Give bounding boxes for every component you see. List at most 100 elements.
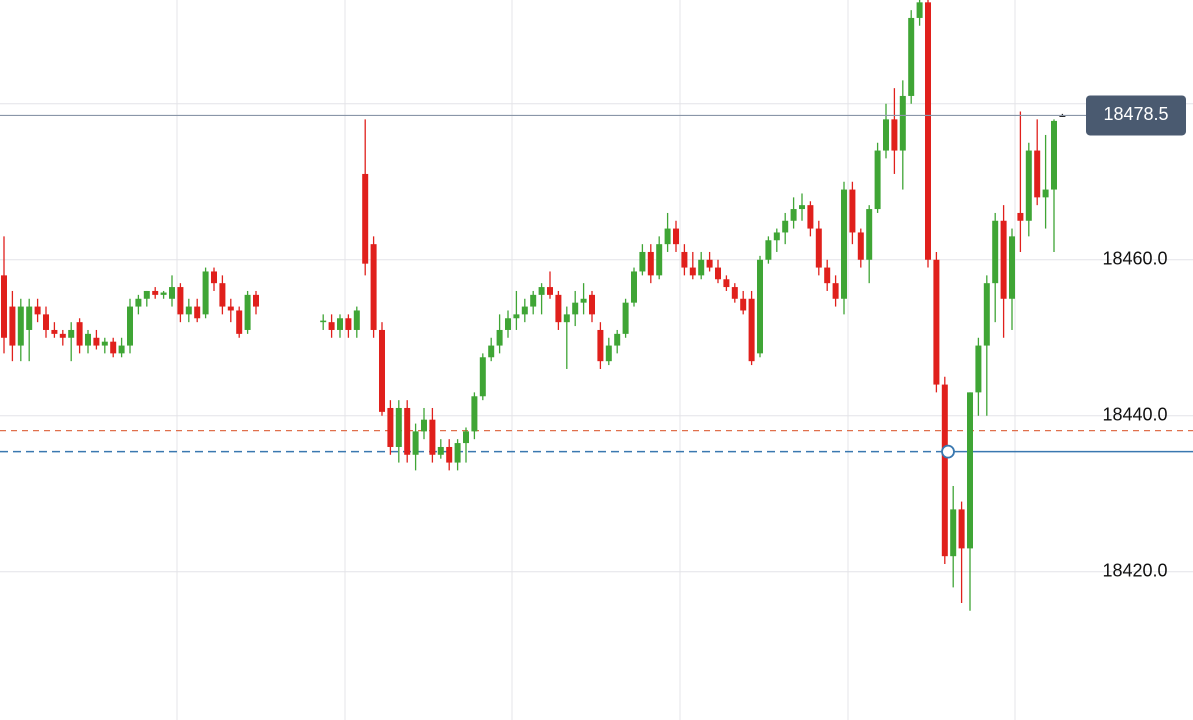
- candle-body: [244, 294, 251, 330]
- candle-body: [227, 306, 234, 311]
- candle-body: [530, 294, 537, 307]
- candle-body: [547, 287, 553, 295]
- candle-body: [992, 220, 999, 284]
- candle-body: [967, 392, 973, 549]
- candle-body: [496, 329, 503, 346]
- candle-body: [194, 306, 201, 319]
- candle-body: [110, 341, 117, 354]
- candle-body: [799, 205, 805, 210]
- candle-body: [891, 119, 898, 151]
- candle-body: [664, 228, 671, 245]
- candle-body: [597, 329, 604, 362]
- candle-body: [941, 384, 948, 557]
- candle-body: [236, 310, 243, 334]
- candle-body: [782, 220, 789, 233]
- candle-body: [85, 333, 91, 346]
- candle-body: [631, 271, 637, 303]
- candle-body: [773, 232, 780, 241]
- candle-body: [59, 333, 66, 338]
- candle-body: [26, 306, 33, 330]
- candle-body: [925, 2, 931, 260]
- candle-body: [681, 251, 688, 268]
- candle-body: [748, 298, 755, 362]
- candle-body: [353, 310, 360, 330]
- candle-body: [563, 314, 570, 323]
- candle-body: [328, 322, 335, 330]
- candle-body: [253, 294, 259, 307]
- candle-body: [639, 251, 646, 272]
- candle-body: [589, 294, 595, 315]
- candle-body: [219, 283, 226, 307]
- candle-body: [387, 407, 394, 447]
- candle-body: [538, 287, 545, 295]
- candle-body: [429, 419, 436, 455]
- candle-body: [849, 189, 856, 233]
- candle-body: [211, 271, 217, 284]
- candle-body: [555, 294, 562, 323]
- candle-body: [463, 431, 469, 444]
- candle-body: [404, 407, 411, 455]
- candle-body: [975, 345, 982, 393]
- candle-body: [1034, 150, 1041, 198]
- candle-body: [1051, 120, 1057, 190]
- candle-body: [866, 209, 873, 260]
- candle-body: [857, 232, 864, 260]
- candle-body: [446, 446, 453, 463]
- candle-body: [362, 173, 369, 264]
- candle-body: [1059, 115, 1066, 117]
- candle-body: [656, 244, 663, 276]
- candle-body: [1009, 236, 1015, 299]
- candle-body: [983, 283, 990, 346]
- candle-body: [471, 396, 478, 432]
- candle-body: [689, 267, 696, 276]
- y-tick-label: 18420.0: [1102, 561, 1167, 581]
- candle-body: [320, 320, 327, 323]
- candle-body: [17, 306, 24, 346]
- candle-body: [43, 314, 49, 330]
- candle-body: [757, 259, 763, 354]
- candle-body: [370, 244, 377, 330]
- candle-body: [521, 306, 528, 315]
- candle-body: [899, 95, 906, 151]
- candle-body: [152, 290, 159, 295]
- candle-body: [1017, 212, 1024, 221]
- candle-body: [883, 119, 889, 151]
- candle-body: [488, 345, 495, 358]
- candle-body: [68, 329, 75, 338]
- candle-body: [807, 205, 814, 229]
- candle-body: [647, 251, 654, 276]
- candle-body: [908, 17, 915, 96]
- y-tick-label: 18460.0: [1102, 249, 1167, 269]
- candle-body: [572, 302, 579, 315]
- candle-body: [1000, 220, 1007, 299]
- candle-body: [513, 314, 520, 319]
- candle-body: [143, 290, 150, 299]
- candle-body: [698, 259, 705, 276]
- candle-body: [421, 419, 427, 432]
- candle-body: [9, 306, 16, 346]
- candle-body: [177, 287, 184, 315]
- candle-body: [127, 306, 133, 346]
- candle-body: [706, 259, 713, 268]
- candle-body: [933, 259, 940, 385]
- candle-body: [169, 287, 175, 299]
- candle-body: [950, 509, 957, 557]
- candle-body: [135, 298, 142, 307]
- candle-body: [832, 283, 839, 299]
- candle-body: [76, 322, 83, 346]
- candle-body: [160, 292, 167, 295]
- last-price-tag: [1086, 95, 1186, 136]
- candle-body: [1, 275, 7, 338]
- candle-body: [874, 150, 881, 210]
- y-tick-label: 18440.0: [1102, 405, 1167, 425]
- candle-body: [379, 329, 385, 412]
- candle-body: [395, 407, 402, 447]
- candle-body: [93, 337, 100, 346]
- candle-body: [437, 446, 444, 455]
- vertical-grid: [176, 0, 1016, 720]
- candle-body: [202, 271, 209, 315]
- candle-body: [51, 329, 58, 334]
- candle-body: [614, 333, 621, 346]
